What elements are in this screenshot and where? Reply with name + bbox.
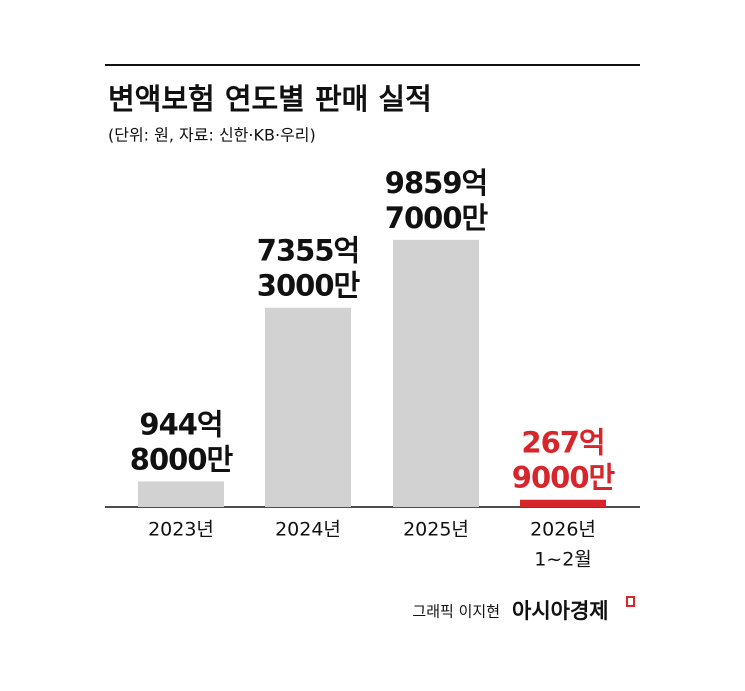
bar [138,481,224,507]
chart-title: 변액보험 연도별 판매 실적 [108,82,432,116]
x-tick-label: 2025년 [403,519,469,541]
x-tick-label: 2026년 [530,519,596,541]
value-label: 9000만 [512,461,616,495]
bar [520,499,606,507]
bar [265,307,351,507]
value-label: 7000만 [385,201,489,235]
x-tick-label: 2024년 [275,519,341,541]
x-tick-label: 1~2월 [534,549,592,571]
chart-subtitle: (단위: 원, 자료: 신한·KB·우리) [108,126,316,145]
value-label: 8000만 [130,442,234,476]
bar [393,239,479,507]
value-label: 9859억 [385,166,487,200]
x-tick-label: 2023년 [148,519,214,541]
value-label: 944억 [139,407,222,441]
brand-icon [626,596,635,607]
value-label: 7355억 [257,234,359,268]
value-label: 267억 [521,426,604,460]
value-label: 3000만 [257,269,361,303]
credit: 그래픽 이지현 [412,603,500,621]
brand: 아시아경제 [512,599,609,623]
